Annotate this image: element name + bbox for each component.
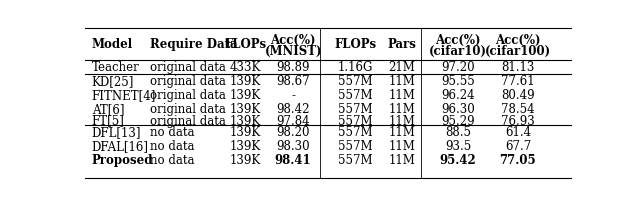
Text: 97.84: 97.84	[276, 114, 310, 127]
Text: AT[6]: AT[6]	[92, 103, 124, 116]
Text: 11M: 11M	[388, 139, 415, 152]
Text: Teacher: Teacher	[92, 61, 140, 74]
Text: 139K: 139K	[230, 125, 260, 138]
Text: 98.89: 98.89	[276, 61, 310, 74]
Text: Proposed: Proposed	[92, 153, 153, 166]
Text: 139K: 139K	[230, 153, 260, 166]
Text: 11M: 11M	[388, 75, 415, 88]
Text: (cifar10): (cifar10)	[429, 44, 487, 57]
Text: 21M: 21M	[388, 61, 415, 74]
Text: 11M: 11M	[388, 125, 415, 138]
Text: 139K: 139K	[230, 114, 260, 127]
Text: 93.5: 93.5	[445, 139, 471, 152]
Text: DFL[13]: DFL[13]	[92, 125, 141, 138]
Text: 557M: 557M	[338, 114, 372, 127]
Text: original data: original data	[150, 103, 226, 116]
Text: 95.42: 95.42	[440, 153, 477, 166]
Text: 557M: 557M	[338, 103, 372, 116]
Text: 96.24: 96.24	[442, 89, 475, 102]
Text: FT[5]: FT[5]	[92, 114, 125, 127]
Text: 80.49: 80.49	[501, 89, 534, 102]
Text: (MNIST): (MNIST)	[264, 44, 322, 57]
Text: 97.20: 97.20	[442, 61, 475, 74]
Text: 557M: 557M	[338, 125, 372, 138]
Text: 11M: 11M	[388, 103, 415, 116]
Text: 98.30: 98.30	[276, 139, 310, 152]
Text: 77.05: 77.05	[500, 153, 536, 166]
Text: -: -	[291, 89, 295, 102]
Text: 78.54: 78.54	[501, 103, 534, 116]
Text: no data: no data	[150, 139, 195, 152]
Text: Require Data: Require Data	[150, 38, 237, 51]
Text: 61.4: 61.4	[505, 125, 531, 138]
Text: 95.29: 95.29	[442, 114, 475, 127]
Text: 557M: 557M	[338, 89, 372, 102]
Text: 557M: 557M	[338, 153, 372, 166]
Text: original data: original data	[150, 114, 226, 127]
Text: 88.5: 88.5	[445, 125, 471, 138]
Text: 77.61: 77.61	[501, 75, 534, 88]
Text: 139K: 139K	[230, 75, 260, 88]
Text: 1.16G: 1.16G	[337, 61, 373, 74]
Text: Acc(%): Acc(%)	[270, 34, 316, 47]
Text: 11M: 11M	[388, 114, 415, 127]
Text: 95.55: 95.55	[442, 75, 475, 88]
Text: no data: no data	[150, 125, 195, 138]
Text: FLOPs: FLOPs	[224, 38, 266, 51]
Text: 557M: 557M	[338, 139, 372, 152]
Text: original data: original data	[150, 89, 226, 102]
Text: 96.30: 96.30	[442, 103, 475, 116]
Text: 98.41: 98.41	[275, 153, 312, 166]
Text: original data: original data	[150, 75, 226, 88]
Text: 11M: 11M	[388, 153, 415, 166]
Text: 557M: 557M	[338, 75, 372, 88]
Text: FITNET[4]: FITNET[4]	[92, 89, 156, 102]
Text: 98.20: 98.20	[276, 125, 310, 138]
Text: 81.13: 81.13	[501, 61, 534, 74]
Text: DFAL[16]: DFAL[16]	[92, 139, 148, 152]
Text: 433K: 433K	[229, 61, 260, 74]
Text: 67.7: 67.7	[505, 139, 531, 152]
Text: 139K: 139K	[230, 89, 260, 102]
Text: FLOPs: FLOPs	[334, 38, 376, 51]
Text: 139K: 139K	[230, 139, 260, 152]
Text: KD[25]: KD[25]	[92, 75, 134, 88]
Text: no data: no data	[150, 153, 195, 166]
Text: 139K: 139K	[230, 103, 260, 116]
Text: 98.67: 98.67	[276, 75, 310, 88]
Text: Acc(%): Acc(%)	[495, 34, 541, 47]
Text: 76.93: 76.93	[501, 114, 535, 127]
Text: 11M: 11M	[388, 89, 415, 102]
Text: original data: original data	[150, 61, 226, 74]
Text: Pars: Pars	[387, 38, 416, 51]
Text: 98.42: 98.42	[276, 103, 310, 116]
Text: Acc(%): Acc(%)	[435, 34, 481, 47]
Text: Model: Model	[92, 38, 132, 51]
Text: (cifar100): (cifar100)	[485, 44, 551, 57]
